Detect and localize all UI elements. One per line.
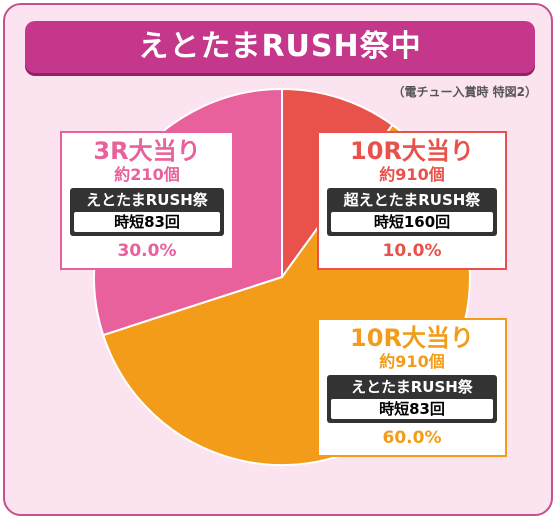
label-10r-orange-mode-box: えとたまRUSH祭 時短83回 <box>327 375 497 423</box>
label-10r-red-pct: 10.0% <box>382 241 442 261</box>
label-10r-orange-count: 約910個 <box>379 352 445 371</box>
label-10r-orange-jitan: 時短83回 <box>331 399 493 419</box>
label-10r-red-jitan: 時短160回 <box>331 212 493 232</box>
label-10r-red-count: 約910個 <box>379 165 445 184</box>
label-3r-jitan: 時短83回 <box>74 212 220 232</box>
label-10r-orange: 10R大当り 約910個 えとたまRUSH祭 時短83回 60.0% <box>317 318 507 457</box>
label-3r: 3R大当り 約210個 えとたまRUSH祭 時短83回 30.0% <box>60 131 234 270</box>
label-3r-pct: 30.0% <box>117 241 177 261</box>
label-10r-red-mode: 超えとたまRUSH祭 <box>343 191 481 209</box>
chart-subnote: （電チュー入賞時 特図2） <box>392 85 537 99</box>
label-10r-orange-pct: 60.0% <box>382 428 442 448</box>
label-3r-mode-box: えとたまRUSH祭 時短83回 <box>70 188 224 236</box>
chart-frame: えとたまRUSH祭中 （電チュー入賞時 特図2） 3R大当り 約210個 えとた… <box>3 3 553 516</box>
label-10r-orange-mode: えとたまRUSH祭 <box>351 378 473 396</box>
chart-title: えとたまRUSH祭中 <box>25 21 535 73</box>
label-3r-count: 約210個 <box>114 165 180 184</box>
label-3r-title: 3R大当り <box>93 137 201 165</box>
label-10r-orange-title: 10R大当り <box>350 324 474 352</box>
label-10r-red: 10R大当り 約910個 超えとたまRUSH祭 時短160回 10.0% <box>317 131 507 270</box>
label-10r-red-mode-box: 超えとたまRUSH祭 時短160回 <box>327 188 497 236</box>
label-3r-mode: えとたまRUSH祭 <box>86 191 208 209</box>
label-10r-red-title: 10R大当り <box>350 137 474 165</box>
